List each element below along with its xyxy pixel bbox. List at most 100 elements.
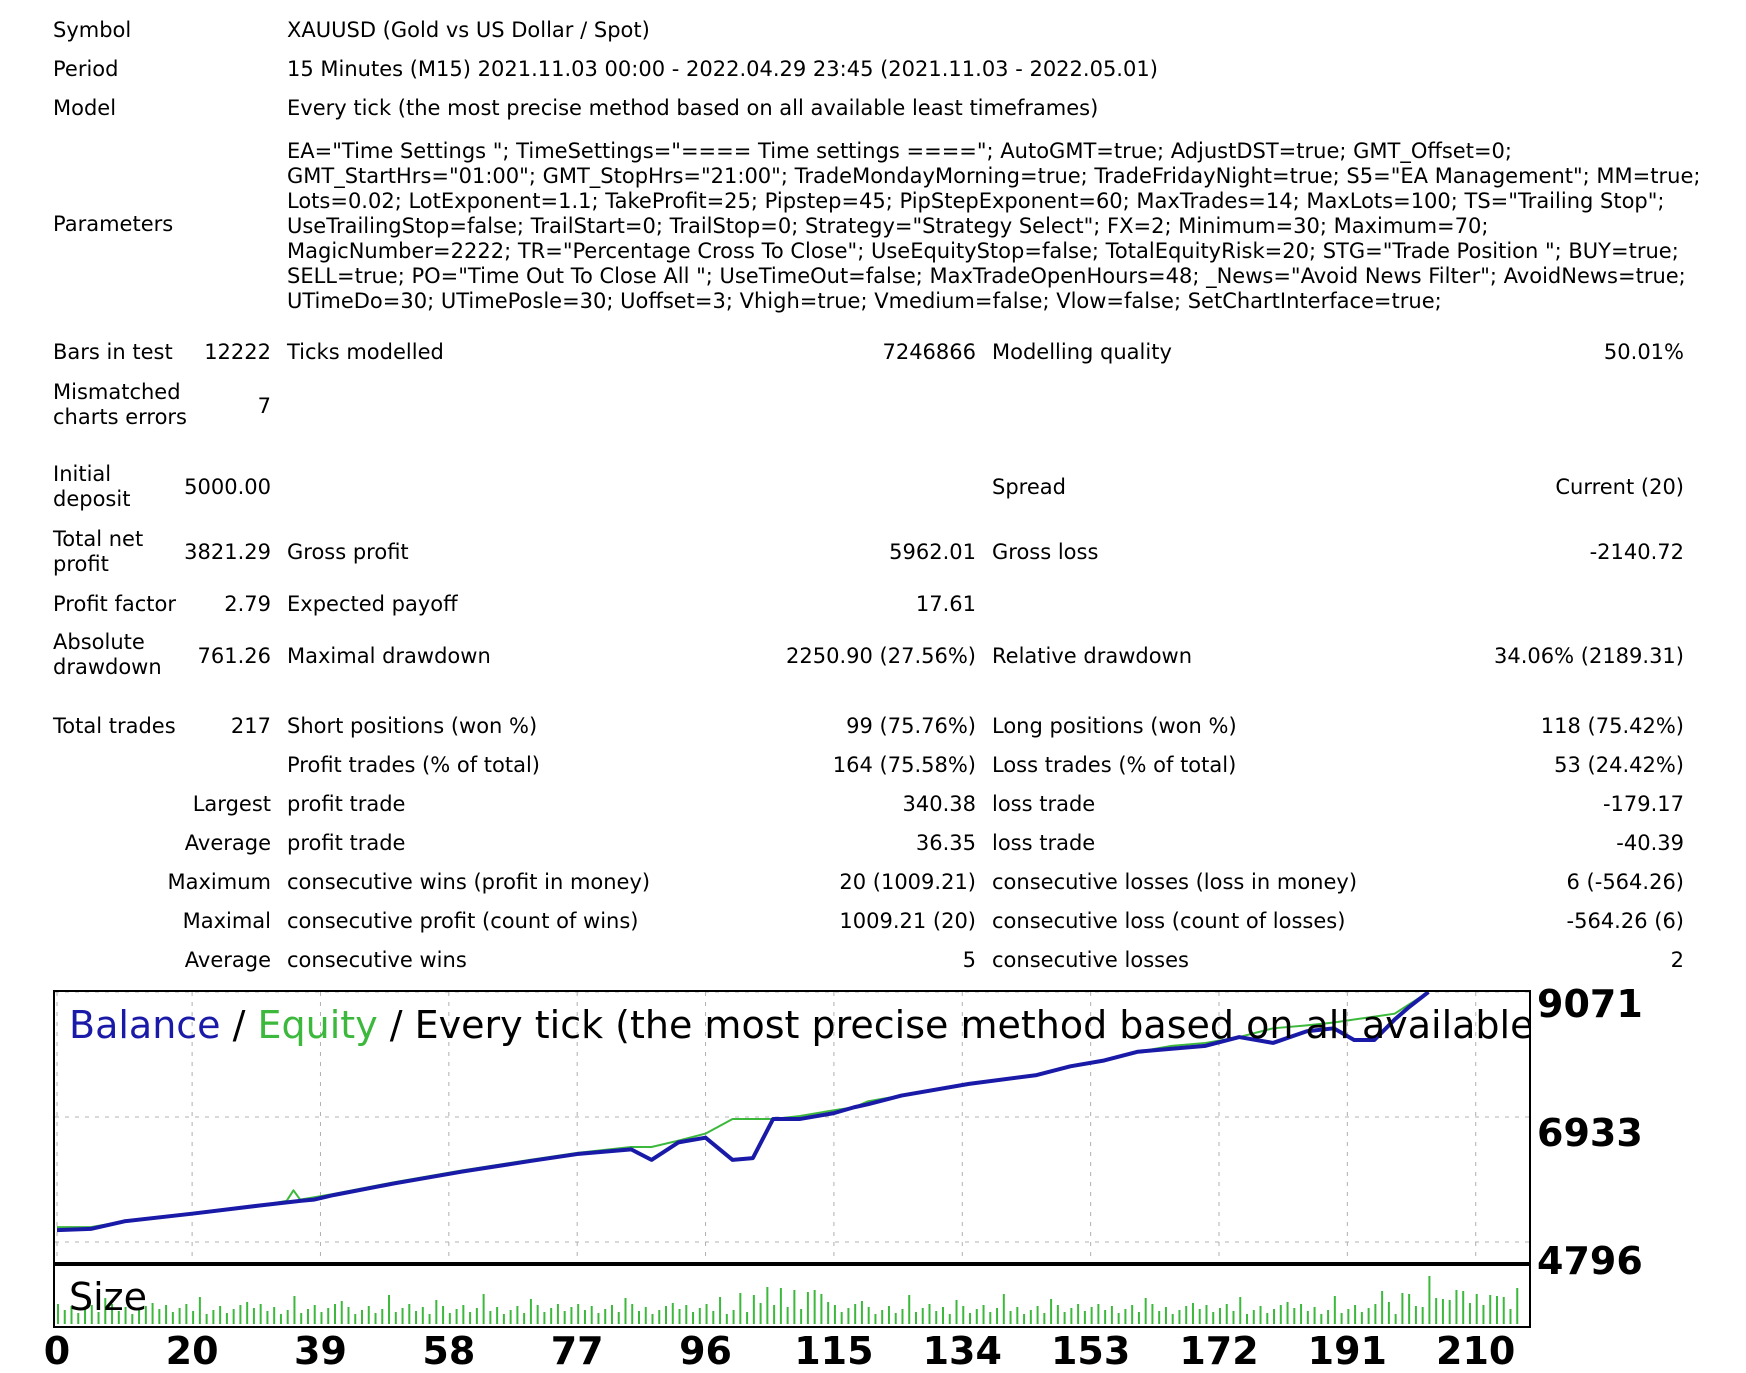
ptrades-label: Profit trades (% of total) (287, 753, 541, 777)
size-bar (1320, 1314, 1323, 1324)
pf-label: Profit factor (53, 592, 176, 616)
size-bar (1495, 1296, 1498, 1324)
size-bar (1036, 1306, 1039, 1324)
size-bar (583, 1310, 586, 1324)
size-bar (962, 1306, 965, 1324)
x-tick-label: 77 (550, 1329, 604, 1373)
bars-value: 12222 (204, 340, 271, 364)
size-bar (766, 1287, 769, 1324)
size-bar (428, 1314, 431, 1324)
size-bar (894, 1313, 897, 1324)
short-value: 99 (75.76%) (846, 714, 976, 738)
size-bar (1117, 1313, 1120, 1324)
size-bar (84, 1309, 87, 1324)
y-tick-label: 9071 (1537, 982, 1643, 1026)
size-bar (90, 1305, 93, 1324)
model-value: Every tick (the most precise method base… (287, 96, 1099, 120)
size-bar (286, 1310, 289, 1324)
size-bar (577, 1304, 580, 1324)
max-losses-label: consecutive losses (loss in money) (992, 870, 1358, 894)
size-bar (1178, 1310, 1181, 1324)
size-bar (1367, 1308, 1370, 1324)
size-bar (786, 1307, 789, 1324)
bars-label: Bars in test (53, 340, 173, 364)
size-bar (401, 1308, 404, 1324)
size-bar (712, 1311, 715, 1324)
size-bar (158, 1309, 161, 1324)
period-value: 15 Minutes (M15) 2021.11.03 00:00 - 2022… (287, 57, 1158, 81)
size-bar (685, 1305, 688, 1324)
chart-plot (55, 992, 1529, 1262)
size-bar (462, 1305, 465, 1324)
size-bar (833, 1305, 836, 1324)
size-bar (1070, 1308, 1073, 1324)
ltrades-value: 53 (24.42%) (1554, 753, 1684, 777)
size-bar (1441, 1299, 1444, 1324)
size-bar (232, 1309, 235, 1324)
size-bar (881, 1310, 884, 1324)
size-bar (1083, 1311, 1086, 1324)
size-bar (57, 1304, 59, 1324)
size-bar (914, 1312, 917, 1324)
size-bar (1502, 1297, 1505, 1324)
size-bar (1023, 1314, 1026, 1324)
size-bar (178, 1308, 181, 1324)
size-bar (279, 1314, 282, 1324)
size-bar (982, 1305, 985, 1324)
size-bar (996, 1308, 999, 1324)
average-profit-value: 36.35 (915, 831, 976, 855)
average-loss-label: loss trade (992, 831, 1096, 855)
ptrades-value: 164 (75.58%) (832, 753, 976, 777)
size-bar (1374, 1304, 1377, 1324)
size-bar (70, 1306, 73, 1324)
grossprofit-label: Gross profit (287, 540, 409, 564)
size-bar (1077, 1304, 1080, 1324)
size-bar (644, 1307, 647, 1324)
size-bar (327, 1308, 330, 1324)
size-bar (273, 1307, 276, 1324)
size-bar (435, 1300, 438, 1324)
size-bar (212, 1310, 215, 1324)
payoff-label: Expected payoff (287, 592, 458, 616)
size-bar (1306, 1311, 1309, 1324)
size-bar (1421, 1307, 1424, 1324)
size-bar (570, 1307, 573, 1324)
reldd-label: Relative drawdown (992, 644, 1193, 668)
size-bar (205, 1314, 208, 1324)
size-bar (246, 1302, 249, 1324)
maximal-profit-value: 1009.21 (20) (839, 909, 976, 933)
size-bar (1104, 1310, 1107, 1324)
size-bar (1063, 1312, 1066, 1324)
avg-losses-label: consecutive losses (992, 948, 1189, 972)
size-bar (806, 1292, 809, 1324)
size-bar (482, 1294, 485, 1324)
avg-wins-label: consecutive wins (287, 948, 467, 972)
trades-value: 217 (230, 714, 271, 738)
size-bar (637, 1311, 640, 1324)
size-bar (631, 1304, 634, 1324)
size-bar (543, 1312, 546, 1324)
maxdd-value: 2250.90 (27.56%) (786, 644, 976, 668)
size-bar (935, 1311, 938, 1324)
size-bar (732, 1310, 735, 1324)
max-losses-value: 6 (-564.26) (1566, 870, 1684, 894)
size-bar (111, 1304, 114, 1324)
size-bar (658, 1310, 661, 1324)
size-bar (827, 1302, 830, 1324)
ticks-value: 7246866 (882, 340, 976, 364)
size-bar (1360, 1312, 1363, 1324)
size-bar (874, 1314, 877, 1324)
quality-value: 50.01% (1603, 340, 1684, 364)
size-bar (131, 1314, 134, 1324)
size-bar (1475, 1294, 1478, 1324)
size-bar (1029, 1310, 1032, 1324)
size-bar (1002, 1294, 1005, 1324)
size-bar (1158, 1311, 1161, 1324)
size-bar (523, 1313, 526, 1324)
avg-wins-value: 5 (962, 948, 976, 972)
avg-losses-value: 2 (1670, 948, 1684, 972)
size-bar (1252, 1310, 1255, 1324)
size-bar (293, 1296, 296, 1324)
size-bar (1218, 1308, 1221, 1324)
title-sep: / (220, 1003, 258, 1047)
